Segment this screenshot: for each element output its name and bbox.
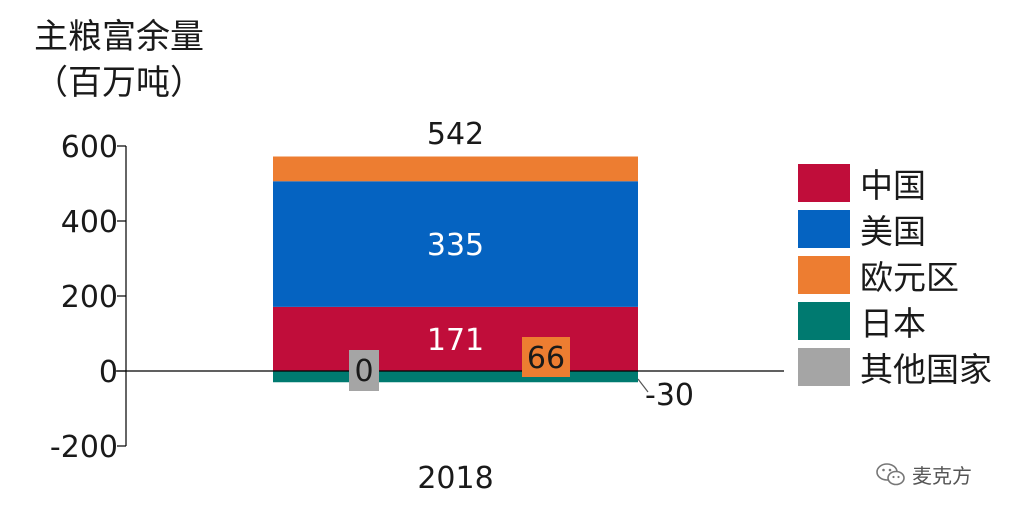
- legend-swatch-eurozone: [798, 256, 850, 294]
- data-label-bg-4: [349, 350, 379, 391]
- y-axis-title-line-2: （百万吨）: [34, 63, 204, 103]
- legend: 中国 美国 欧元区 日本 其他国家: [798, 160, 992, 390]
- y-axis-title: 主粮富余量 （百万吨）: [34, 14, 204, 106]
- data-label-0: 171: [427, 323, 484, 358]
- y-axis-title-line-1: 主粮富余量: [34, 17, 204, 57]
- y-tick-label-0: 600: [61, 130, 118, 165]
- watermark-text: 麦克方: [912, 464, 972, 488]
- legend-item-japan: 日本: [798, 298, 992, 344]
- legend-swatch-china: [798, 164, 850, 202]
- legend-label-usa: 美国: [860, 212, 926, 251]
- y-tick-label-2: 200: [61, 280, 118, 315]
- legend-item-eurozone: 欧元区: [798, 252, 992, 298]
- legend-swatch-japan: [798, 302, 850, 340]
- wechat-icon: [876, 462, 905, 485]
- legend-item-china: 中国: [798, 160, 992, 206]
- legend-label-japan: 日本: [860, 304, 926, 343]
- data-label-1: 335: [427, 228, 484, 263]
- bar-segment-0: [273, 306, 638, 371]
- bar-segment-1: [273, 181, 638, 307]
- legend-swatch-usa: [798, 210, 850, 248]
- watermark: 麦克方: [876, 460, 972, 489]
- bar-segment-3: [273, 371, 638, 383]
- y-tick-label-1: 400: [61, 205, 118, 240]
- legend-item-others: 其他国家: [798, 344, 992, 390]
- data-label-4: 0: [354, 354, 373, 389]
- legend-label-china: 中国: [860, 166, 926, 205]
- legend-label-eurozone: 欧元区: [860, 258, 959, 297]
- y-tick-label-3: 0: [99, 355, 118, 390]
- data-label-3: -30: [645, 378, 694, 413]
- y-tick-label-4: -200: [50, 430, 118, 465]
- x-tick-label-0: 2018: [417, 461, 493, 496]
- bar-segment-2: [273, 156, 638, 182]
- legend-swatch-others: [798, 348, 850, 386]
- data-label-leader-3: [637, 378, 649, 393]
- legend-item-usa: 美国: [798, 206, 992, 252]
- legend-label-others: 其他国家: [860, 350, 992, 389]
- data-label-2: 66: [527, 341, 565, 376]
- total-label: 542: [427, 117, 484, 152]
- data-label-bg-2: [522, 337, 570, 377]
